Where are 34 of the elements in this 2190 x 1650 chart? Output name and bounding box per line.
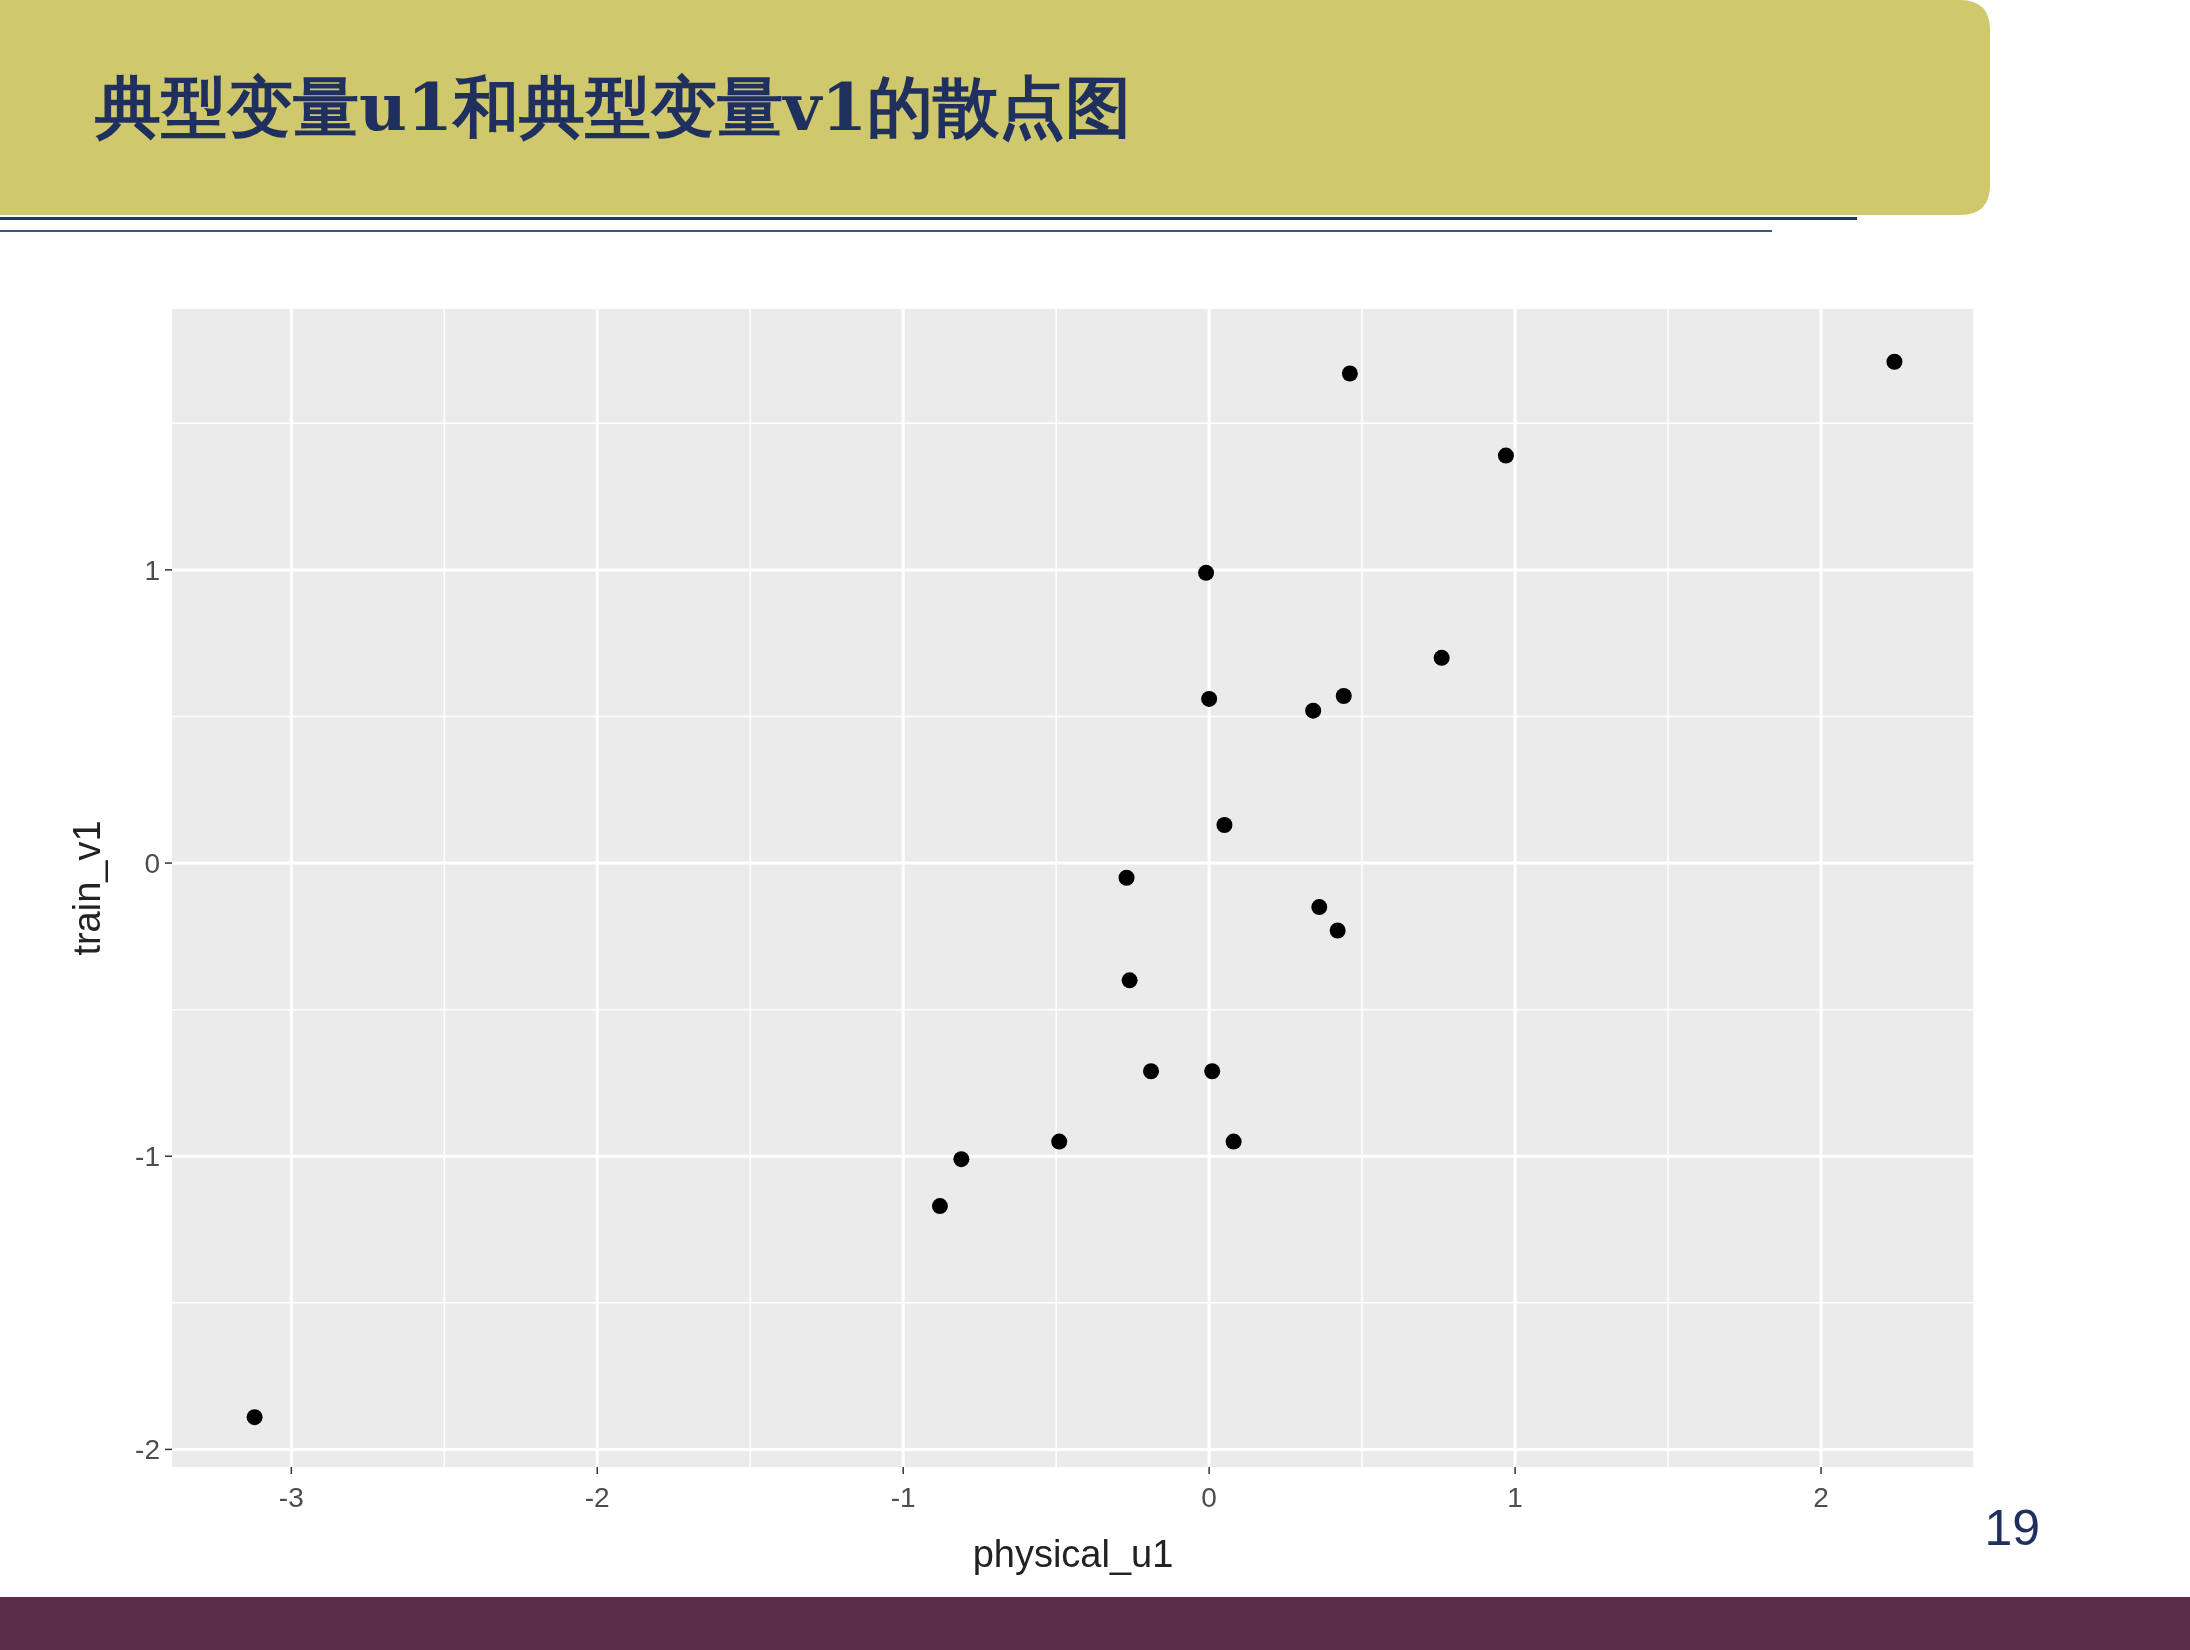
point	[1335, 687, 1352, 704]
point	[1341, 365, 1358, 382]
x-tick-label: 2	[1813, 1482, 1829, 1513]
y-tick-label: -2	[135, 1434, 160, 1466]
point	[1433, 649, 1450, 666]
point	[1204, 1063, 1221, 1080]
x-tick-label: 0	[1201, 1482, 1217, 1513]
y-tick-label: 1	[144, 554, 160, 586]
y-axis-title: train_v1	[66, 820, 108, 956]
point	[1198, 564, 1215, 581]
point	[246, 1409, 263, 1426]
chart-title: 典型变量u1和典型变量v1的散点图	[94, 68, 1132, 146]
point	[1118, 869, 1135, 886]
point	[1329, 922, 1346, 939]
x-tick-label: 1	[1507, 1482, 1523, 1513]
point	[931, 1198, 948, 1215]
point	[1121, 972, 1138, 989]
point	[1305, 702, 1322, 719]
y-tick-label: -1	[135, 1141, 160, 1173]
point	[953, 1151, 970, 1168]
x-tick-label: -3	[278, 1482, 304, 1513]
y-tick-label: 0	[144, 848, 160, 880]
point	[1225, 1133, 1242, 1150]
x-axis-title: physical_u1	[972, 1533, 1174, 1575]
x-tick-label: -1	[890, 1482, 916, 1513]
point	[1886, 353, 1903, 370]
point	[1311, 899, 1328, 916]
point	[1497, 447, 1514, 464]
x-tick-label: -2	[584, 1482, 610, 1513]
text: 19	[1984, 1500, 2040, 1556]
point	[1216, 816, 1233, 833]
point	[1143, 1063, 1160, 1080]
point	[1201, 690, 1218, 707]
point	[1051, 1133, 1068, 1150]
